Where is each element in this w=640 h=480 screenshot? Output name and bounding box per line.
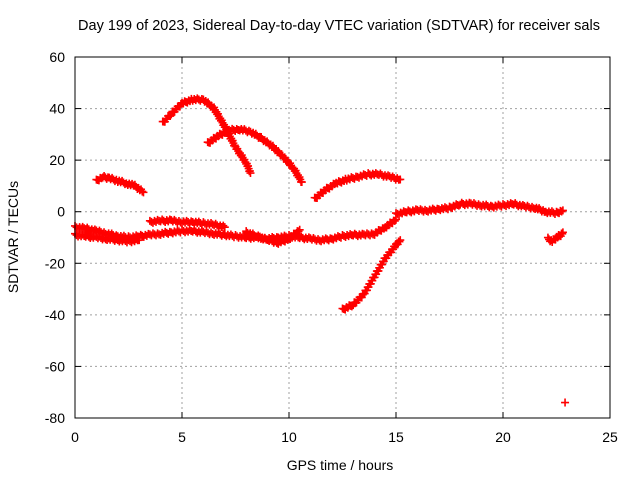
y-axis-label: SDTVAR / TECUs	[5, 181, 21, 293]
x-tick-label: 0	[71, 429, 79, 445]
data-point	[220, 223, 229, 232]
x-tick-label: 5	[178, 429, 186, 445]
y-tick-label: -40	[45, 307, 65, 323]
y-tick-label: -80	[45, 410, 65, 426]
data-point	[558, 206, 567, 215]
series-arc-1h	[92, 171, 148, 197]
series-arc-4h	[158, 94, 255, 178]
series-baseline-c	[242, 225, 304, 248]
x-tick-label: 15	[388, 429, 404, 445]
data-point	[295, 225, 304, 234]
data-point	[166, 112, 175, 121]
x-tick-label: 20	[495, 429, 511, 445]
data-point	[561, 398, 570, 407]
series-arc-11h	[310, 169, 405, 203]
data-marks	[71, 94, 570, 407]
y-tick-label: -60	[45, 358, 65, 374]
data-point	[138, 187, 147, 196]
y-tick-label: -20	[45, 255, 65, 271]
series-rising-15h	[392, 198, 567, 219]
data-point	[395, 237, 404, 246]
data-point	[294, 227, 303, 236]
data-point	[390, 216, 399, 225]
grid	[75, 57, 610, 418]
plot-frame	[74, 56, 611, 419]
data-point	[297, 178, 306, 187]
series-outlier-23h	[561, 398, 570, 407]
data-point	[396, 175, 405, 184]
x-tick-label: 10	[281, 429, 297, 445]
data-point	[557, 207, 566, 216]
y-tick-label: 40	[49, 101, 65, 117]
series-spike-22h	[543, 228, 567, 246]
data-point	[347, 302, 356, 311]
data-point	[396, 236, 405, 245]
data-point	[246, 169, 255, 178]
data-point	[558, 228, 567, 237]
y-tick-label: 60	[49, 49, 65, 65]
series-climb-12.5h	[338, 236, 405, 314]
y-tick-label: 0	[57, 204, 65, 220]
axis-ticks: 0 5 10 15 20 25 -80 -60 -40 -20 0 20 40 60	[45, 49, 618, 445]
x-axis-label: GPS time / hours	[287, 457, 394, 473]
data-point	[135, 236, 144, 245]
series-arc-6.5h	[203, 124, 306, 187]
x-tick-label: 25	[602, 429, 618, 445]
data-point	[219, 221, 228, 230]
data-point	[139, 188, 148, 197]
series-arc-3.5h	[145, 215, 229, 232]
y-tick-label: 20	[49, 152, 65, 168]
data-point	[358, 290, 367, 299]
series-baseline-b	[71, 229, 144, 247]
chart-title: Day 199 of 2023, Sidereal Day-to-day VTE…	[78, 18, 600, 34]
